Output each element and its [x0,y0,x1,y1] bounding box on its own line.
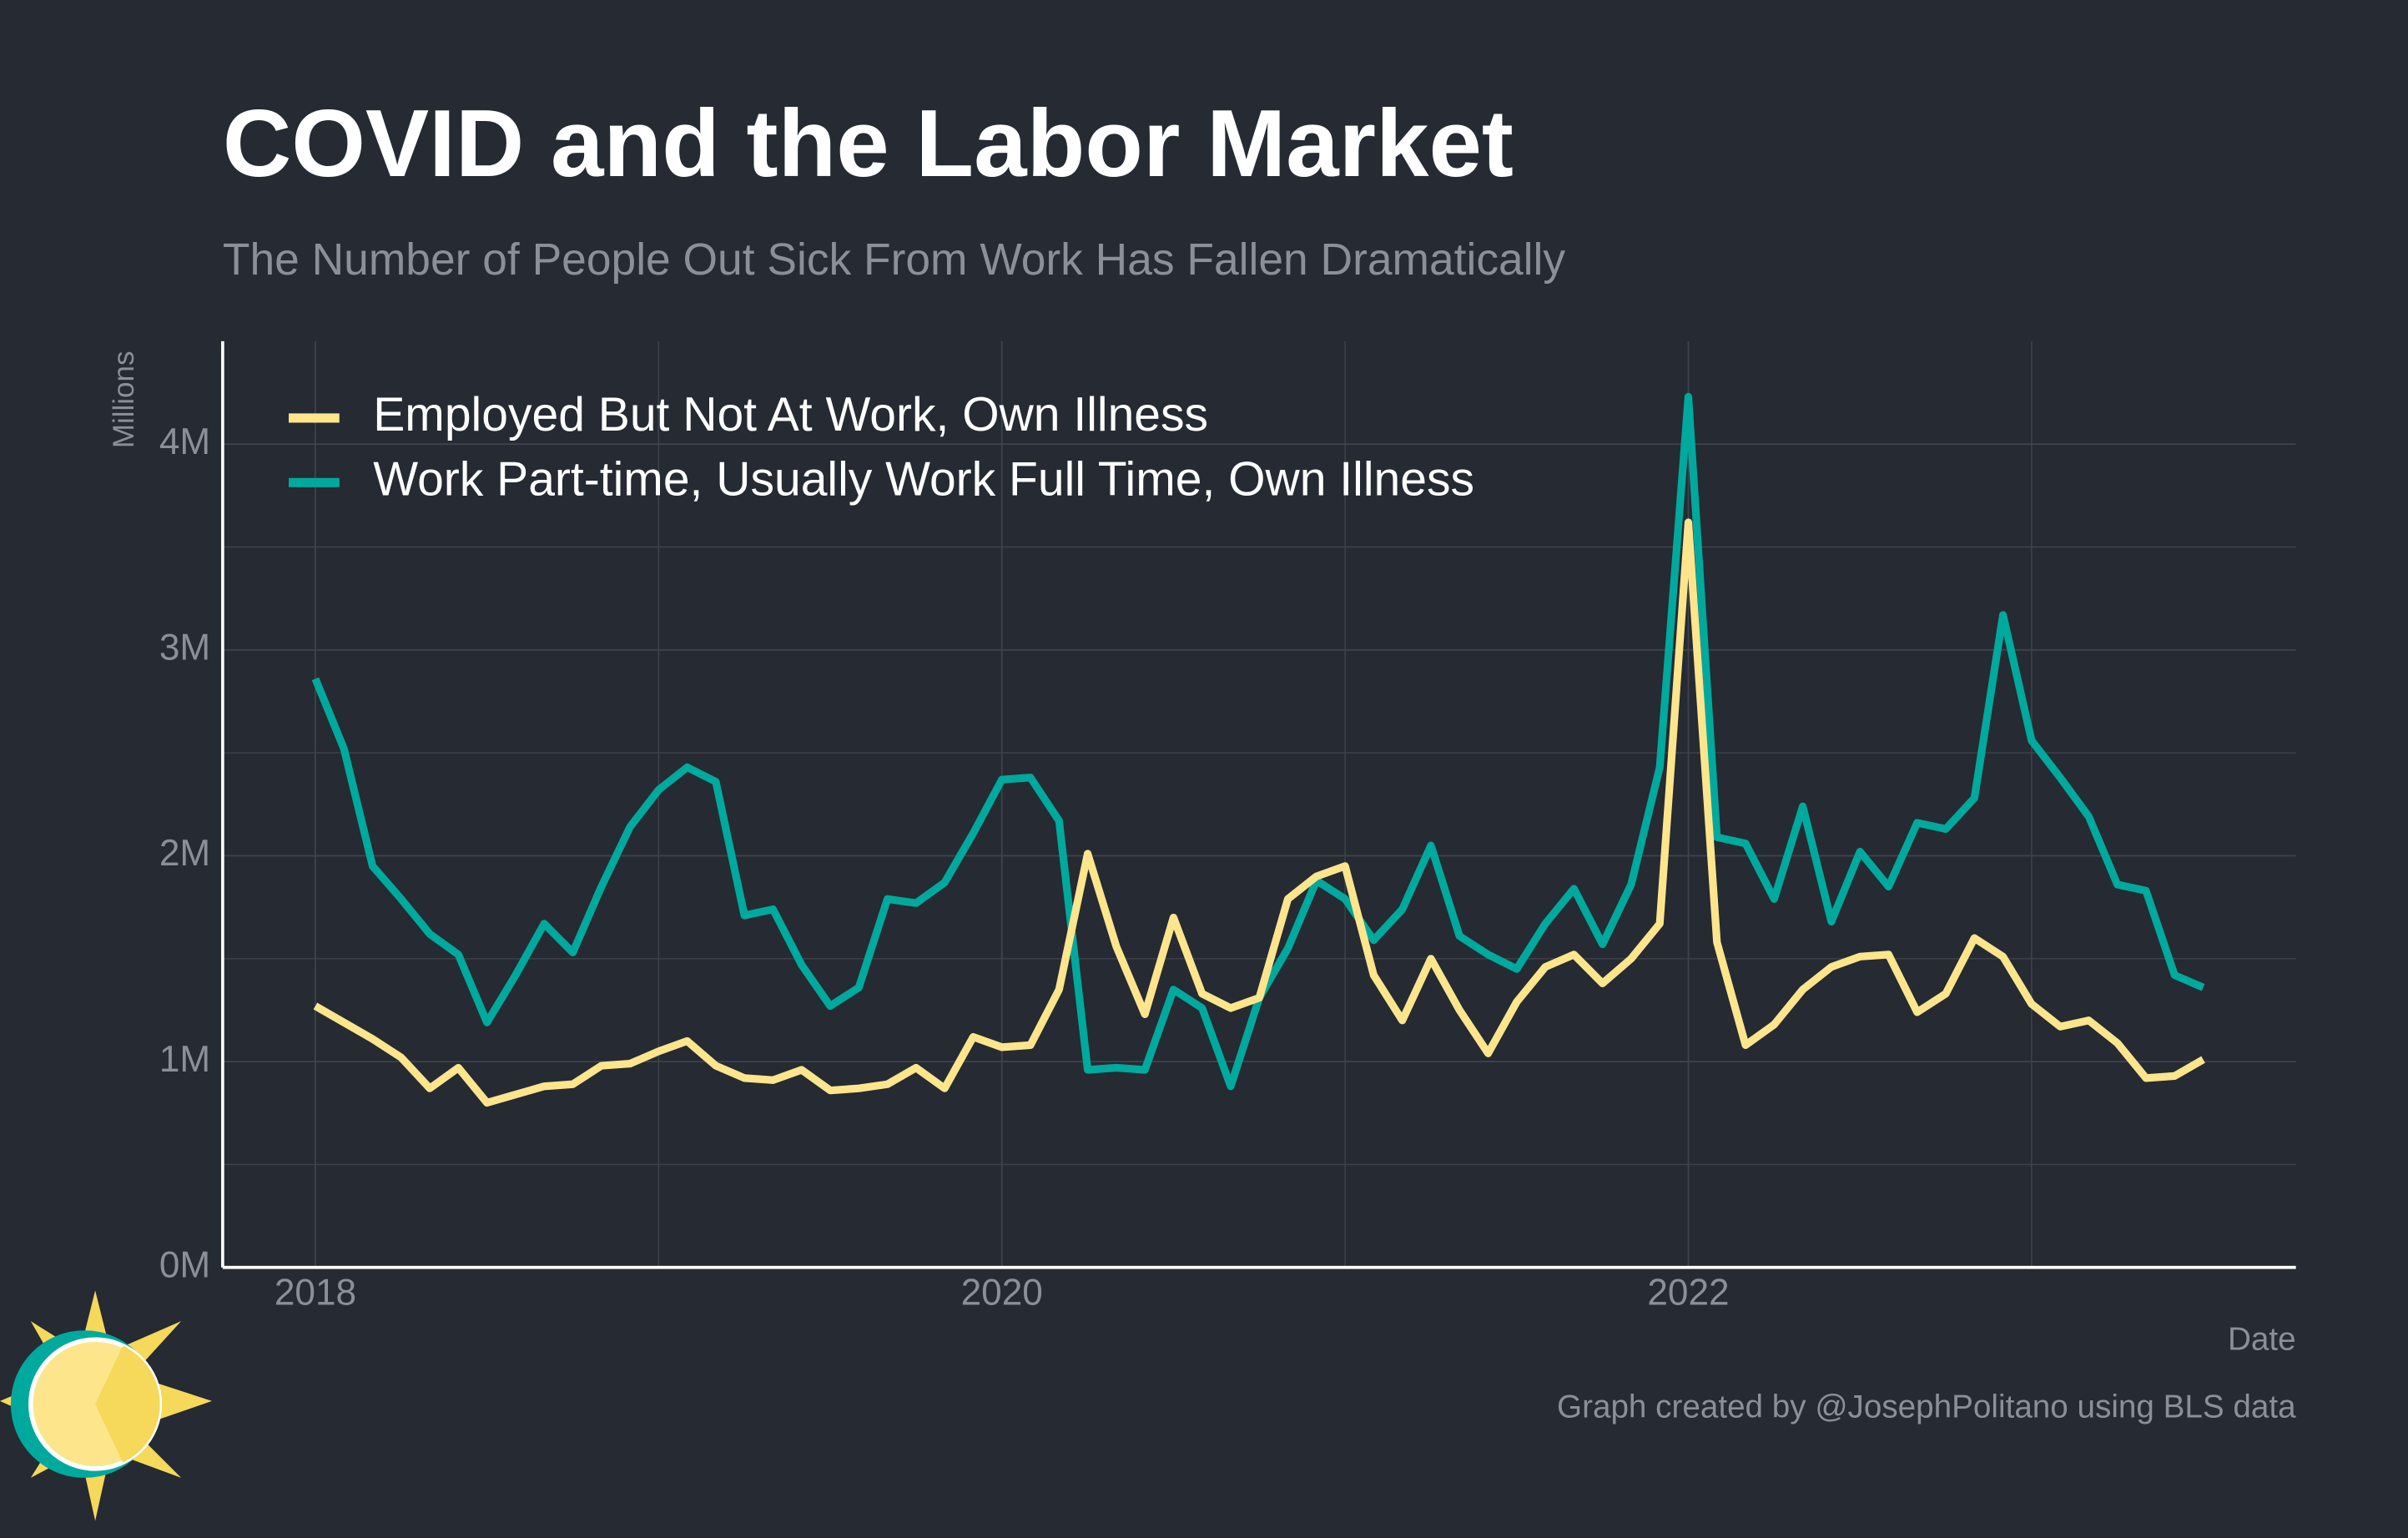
chart-title: COVID and the Labor Market [223,91,1514,197]
chart-subtitle: The Number of People Out Sick From Work … [223,235,1566,285]
x-tick-label: 2018 [275,1273,356,1314]
y-axis-label: Millions [108,351,140,449]
y-tick-label: 0M [159,1244,210,1285]
x-axis-label: Date [2228,1321,2296,1357]
legend-label: Employed But Not At Work, Own Illness [373,388,1208,441]
legend-label: Work Part-time, Usually Work Full Time, … [373,452,1474,506]
x-tick-label: 2020 [961,1273,1043,1314]
x-tick-label: 2022 [1647,1273,1729,1314]
caption: Graph created by @JosephPolitano using B… [1557,1389,2296,1425]
y-tick-label: 1M [159,1039,210,1080]
y-tick-label: 3M [159,628,210,668]
logo [0,1290,212,1521]
y-tick-label: 4M [159,421,210,462]
y-tick-label: 2M [159,833,210,874]
series-line [313,518,2205,1107]
